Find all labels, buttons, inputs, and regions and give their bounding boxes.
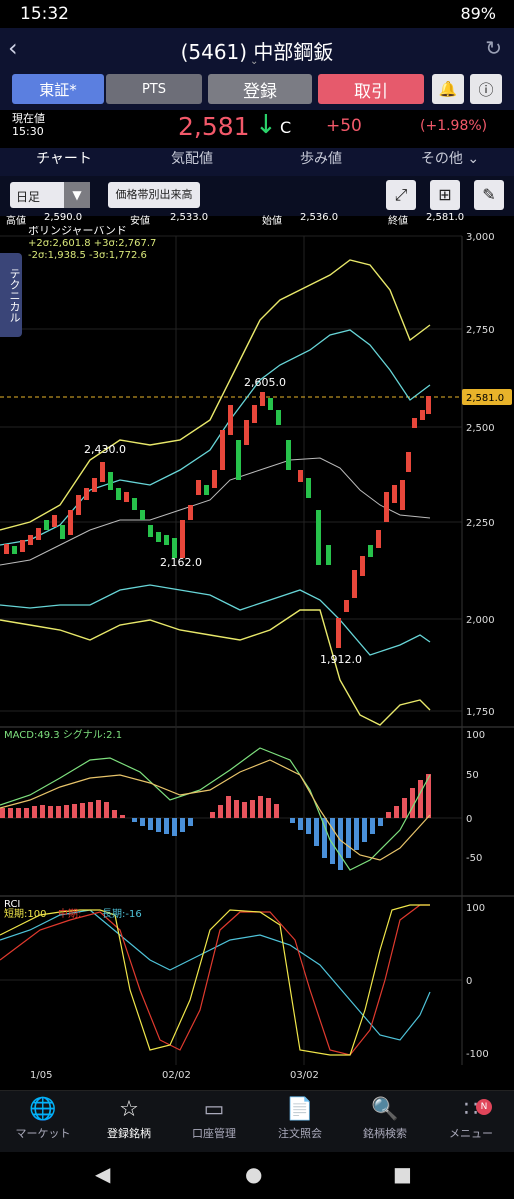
- x-label: 02/02: [162, 1070, 191, 1081]
- price-bar: 現在値 15:30 2,581 ↓ C +50 (+1.98%): [0, 110, 514, 148]
- ohlc-row: 高値 2,590.0 安値 2,533.0 始値 2,536.0 終値 2,58…: [6, 212, 465, 227]
- rci-y-label: -100: [466, 1049, 489, 1060]
- reload-icon[interactable]: ↻: [485, 36, 502, 60]
- current-price-tag: [462, 389, 512, 405]
- annotation-low: 1,912.0: [320, 653, 362, 666]
- bb-lower: -2σ:1,938.5 -3σ:1,772.6: [28, 250, 147, 261]
- macd-label: MACD:49.3 シグナル:2.1: [4, 728, 122, 741]
- nav-account[interactable]: ▭ 口座管理: [171, 1097, 257, 1141]
- title-bar: ‹ (5461) 中部鋼鈑 ⌄ ↻: [0, 28, 514, 70]
- battery-level: 89%: [460, 4, 496, 23]
- system-nav: ◀ ● ■: [0, 1152, 514, 1199]
- current-price-tag-text: 2,581.0: [466, 393, 504, 404]
- register-button[interactable]: 登録: [208, 74, 312, 104]
- open-value: 2,536.0: [300, 212, 339, 223]
- info-icon[interactable]: ⓘ: [470, 74, 502, 104]
- bottom-nav: 🌐 マーケット ☆ 登録銘柄 ▭ 口座管理 📄 注文照会 🔍 銘柄検索 ∷ メニュー N: [0, 1090, 514, 1153]
- recents-square-icon[interactable]: ■: [393, 1162, 412, 1186]
- trade-button[interactable]: 取引: [318, 74, 424, 104]
- market-tosho-button[interactable]: 東証*: [12, 74, 104, 104]
- draw-pencil-icon[interactable]: ✎: [474, 180, 504, 210]
- nav-watchlist[interactable]: ☆ 登録銘柄: [86, 1097, 172, 1141]
- nav-market[interactable]: 🌐 マーケット: [0, 1097, 86, 1141]
- annotation-2162: 2,162.0: [160, 556, 202, 569]
- price-chart-svg: 2,605.0 2,430.0 2,162.0 1,912.0 ボリンジャーバン…: [0, 224, 514, 1081]
- tab-ticks[interactable]: 歩み値: [300, 151, 342, 167]
- tab-bar: チャート 気配値 歩み値 その他 ⌄: [0, 148, 514, 178]
- current-price: 2,581: [178, 112, 250, 141]
- y-label: 2,750: [466, 325, 495, 336]
- status-time: 15:32: [20, 4, 69, 24]
- chart-toolbar: 日足 ▼ 価格帯別出来高 ⤢ ⊞ ✎: [0, 176, 514, 216]
- macd-y-label: 100: [466, 730, 485, 741]
- search-icon: 🔍: [371, 1097, 399, 1122]
- y-label: 2,500: [466, 423, 495, 434]
- volume-profile-button[interactable]: 価格帯別出来高: [108, 182, 200, 208]
- macd-y-label: 50: [466, 770, 479, 781]
- price-change: +50: [326, 116, 362, 136]
- document-icon: 📄: [286, 1097, 314, 1122]
- nav-menu[interactable]: ∷ メニュー N: [428, 1097, 514, 1141]
- y-label: 1,750: [466, 707, 495, 718]
- annotation-2430: 2,430.0: [84, 443, 126, 456]
- home-circle-icon[interactable]: ●: [245, 1162, 263, 1186]
- x-label: 1/05: [30, 1070, 52, 1081]
- notification-badge: N: [476, 1099, 492, 1115]
- annotation-high: 2,605.0: [244, 376, 286, 389]
- page-title[interactable]: (5461) 中部鋼鈑: [180, 40, 334, 64]
- technical-side-tab[interactable]: テクニカル: [0, 253, 22, 337]
- y-label: 3,000: [466, 232, 495, 243]
- chevron-down-icon: ▼: [64, 182, 90, 208]
- macd-y-label: 0: [466, 814, 472, 825]
- rci-long: 長期:-16: [102, 908, 142, 920]
- expand-icon[interactable]: ⤢: [386, 180, 416, 210]
- low-value: 2,533.0: [170, 212, 209, 223]
- action-buttons: 東証* PTS 登録 取引 🔔 ⓘ: [0, 70, 514, 110]
- macd-y-label: -50: [466, 853, 482, 864]
- globe-icon: 🌐: [29, 1097, 57, 1122]
- nav-orders[interactable]: 📄 注文照会: [257, 1097, 343, 1141]
- bb-upper: +2σ:2,601.8 +3σ:2,767.7: [28, 238, 156, 249]
- status-bar: 15:32 89%: [0, 0, 514, 28]
- tab-other[interactable]: その他 ⌄: [420, 151, 480, 167]
- chevron-down-icon[interactable]: ⌄: [250, 56, 259, 67]
- back-triangle-icon[interactable]: ◀: [95, 1162, 111, 1186]
- bell-icon[interactable]: 🔔: [432, 74, 464, 104]
- down-arrow-icon: ↓: [255, 110, 277, 140]
- star-icon: ☆: [119, 1097, 139, 1122]
- layout-grid-icon[interactable]: ⊞: [430, 180, 460, 210]
- x-label: 03/02: [290, 1070, 319, 1081]
- tab-chart[interactable]: チャート: [0, 148, 128, 178]
- rci-short: 短期:100: [4, 907, 46, 920]
- close-value: 2,581.0: [426, 212, 465, 223]
- rci-y-label: 100: [466, 903, 485, 914]
- close-flag: C: [280, 118, 292, 137]
- high-value: 2,590.0: [44, 212, 83, 223]
- rci-mid: 中期:: [58, 907, 81, 920]
- rci-label: RCI: [4, 899, 20, 910]
- nav-search[interactable]: 🔍 銘柄検索: [342, 1097, 428, 1141]
- back-icon[interactable]: ‹: [8, 34, 18, 62]
- market-pts-button[interactable]: PTS: [106, 74, 202, 104]
- y-label: 2,250: [466, 518, 495, 529]
- wallet-icon: ▭: [203, 1097, 225, 1122]
- period-select[interactable]: 日足 ▼: [10, 182, 90, 208]
- price-label: 現在値 15:30: [12, 112, 45, 138]
- chart-area[interactable]: 2,605.0 2,430.0 2,162.0 1,912.0 ボリンジャーバン…: [0, 224, 514, 1090]
- tab-quote[interactable]: 気配値: [171, 151, 213, 167]
- y-label: 2,000: [466, 615, 495, 626]
- rci-y-label: 0: [466, 976, 472, 987]
- grid-menu-icon: ∷: [464, 1097, 478, 1122]
- price-change-pct: (+1.98%): [420, 118, 488, 134]
- bb-title: ボリンジャーバンド: [28, 226, 127, 237]
